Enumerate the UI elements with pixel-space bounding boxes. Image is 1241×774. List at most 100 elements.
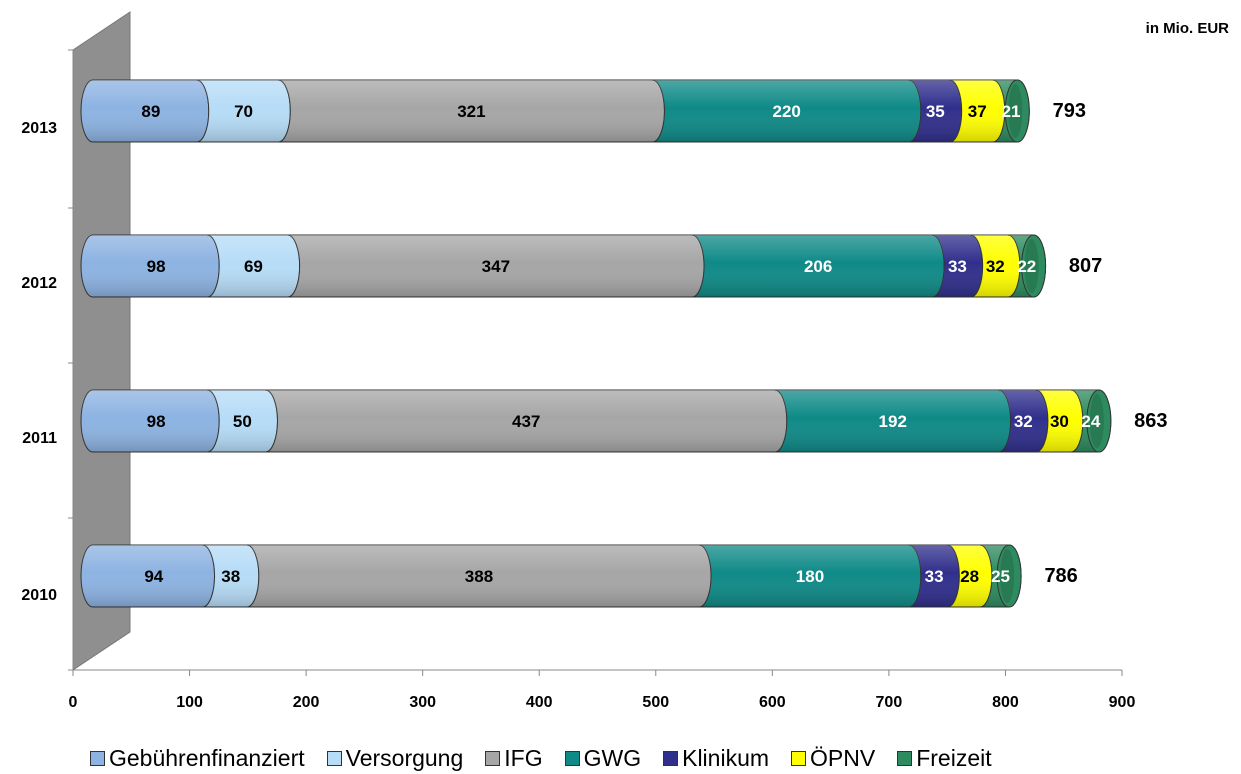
bar-end-cap-shade — [1000, 549, 1015, 603]
legend-swatch — [90, 751, 105, 766]
bar-segment-shade — [207, 390, 278, 452]
total-label: 807 — [1069, 255, 1102, 277]
data-label: 94 — [144, 567, 163, 586]
data-label: 35 — [926, 102, 945, 121]
bar-segment-shade — [932, 235, 983, 297]
data-label: 32 — [986, 257, 1005, 276]
data-label: 388 — [465, 567, 493, 586]
data-label: 22 — [1017, 257, 1036, 276]
bar-segment-shade — [1035, 390, 1083, 452]
data-label: 21 — [1002, 102, 1021, 121]
bar-segment-shade — [908, 80, 962, 142]
unit-label: in Mio. EUR — [1145, 20, 1229, 37]
data-label: 180 — [796, 567, 824, 586]
data-label: 28 — [960, 567, 979, 586]
legend-item: Gebührenfinanziert — [90, 745, 305, 772]
data-label: 30 — [1050, 412, 1069, 431]
data-label: 24 — [1081, 412, 1100, 431]
legend-item: Freizeit — [897, 745, 992, 772]
legend-label: Freizeit — [916, 745, 992, 771]
legend-swatch — [897, 751, 913, 766]
legend: Gebührenfinanziert Versorgung IFG GWG Klinik… — [90, 745, 1014, 772]
data-label: 89 — [141, 102, 160, 121]
legend-item: GWG — [564, 745, 642, 772]
legend-item: Klinikum — [663, 745, 769, 772]
bar-segment-shade — [202, 545, 259, 607]
bar-end-cap-shade — [1024, 239, 1039, 293]
bar-end-cap — [1086, 389, 1112, 453]
y-category-label: 2011 — [22, 430, 57, 447]
data-label: 98 — [147, 257, 166, 276]
bar-end-cap-shade — [1008, 84, 1023, 138]
legend-label: Klinikum — [682, 745, 770, 771]
x-tick-label: 400 — [526, 694, 553, 711]
bar-segment-shade — [81, 235, 220, 297]
total-label: 786 — [1044, 565, 1077, 587]
x-tick-label: 700 — [876, 694, 903, 711]
data-label: 38 — [221, 567, 240, 586]
bar-segment-shade — [699, 545, 921, 607]
legend-swatch — [663, 751, 679, 766]
total-label: 863 — [1134, 410, 1167, 432]
data-label: 33 — [925, 567, 944, 586]
y-category-label: 2010 — [21, 587, 57, 604]
bar-end-cap — [1004, 79, 1030, 143]
bar-segment-shade — [652, 80, 921, 142]
legend-label: IFG — [504, 745, 543, 771]
bar-segment-shade — [970, 235, 1020, 297]
bar-group-2012: 98 69 347 206 33 32 22 807 — [80, 234, 1102, 298]
data-label: 347 — [482, 257, 510, 276]
bar-segment-shade — [265, 390, 787, 452]
legend-label: GWG — [583, 745, 642, 771]
bar-segment-shade — [908, 545, 960, 607]
legend-swatch — [326, 751, 342, 766]
legend-swatch — [791, 751, 807, 766]
legend-item: ÖPNV — [791, 745, 875, 772]
data-label: 33 — [948, 257, 967, 276]
x-tick-label: 800 — [992, 694, 1019, 711]
bar-segment-shade — [81, 545, 215, 607]
data-label: 50 — [233, 412, 252, 431]
bar-end-cap — [996, 544, 1022, 608]
bar-end-cap — [1021, 234, 1047, 298]
bar-segment-shade — [207, 235, 300, 297]
data-label: 25 — [991, 567, 1010, 586]
data-label: 206 — [804, 257, 832, 276]
bar-segment-shade — [774, 390, 1011, 452]
data-label: 70 — [234, 102, 253, 121]
data-label: 321 — [457, 102, 485, 121]
bar-segment-shade — [196, 80, 291, 142]
legend-label: Versorgung — [345, 745, 464, 771]
x-tick-label: 900 — [1109, 694, 1136, 711]
bar-segment-shade — [692, 235, 945, 297]
x-tick-label: 200 — [293, 694, 320, 711]
x-tick-label: 600 — [759, 694, 786, 711]
x-tick-label: 300 — [409, 694, 436, 711]
bar-group-2011: 98 50 437 192 32 30 24 863 — [80, 389, 1168, 453]
y-category-label: 2013 — [21, 120, 57, 137]
data-label: 37 — [968, 102, 987, 121]
bar-segment-shade — [287, 235, 705, 297]
data-label: 220 — [772, 102, 800, 121]
data-label: 69 — [244, 257, 263, 276]
legend-item: IFG — [485, 745, 543, 772]
legend-swatch — [564, 751, 580, 766]
bar-group-2010: 94 38 388 180 33 28 25 786 — [80, 544, 1078, 608]
data-label: 437 — [512, 412, 540, 431]
bar-segment-shade — [246, 545, 712, 607]
x-tick-label: 500 — [642, 694, 669, 711]
legend-item: Versorgung — [326, 745, 464, 772]
bar-segment-shade — [998, 390, 1048, 452]
x-tick-label: 0 — [69, 694, 78, 711]
legend-swatch — [485, 751, 501, 766]
bar-segment-shade — [947, 545, 992, 607]
legend-label: ÖPNV — [810, 745, 876, 771]
legend-label: Gebührenfinanziert — [109, 745, 305, 771]
y-category-label: 2012 — [21, 275, 57, 292]
bar-group-2013: 89 70 321 220 35 37 21 793 — [80, 79, 1086, 143]
total-label: 793 — [1053, 100, 1086, 122]
data-label: 192 — [879, 412, 907, 431]
bar-segment-shade — [278, 80, 665, 142]
data-label: 98 — [147, 412, 166, 431]
